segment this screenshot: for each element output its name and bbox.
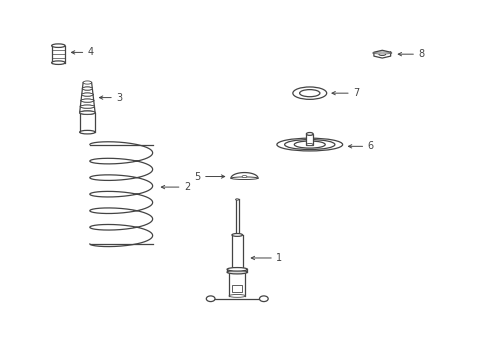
Ellipse shape — [242, 175, 246, 177]
Ellipse shape — [299, 90, 319, 97]
Bar — [306, 134, 312, 145]
Ellipse shape — [294, 141, 325, 148]
Ellipse shape — [378, 53, 385, 55]
Text: 1: 1 — [276, 253, 282, 263]
Ellipse shape — [306, 132, 312, 135]
Text: 8: 8 — [418, 49, 424, 59]
Text: 4: 4 — [88, 48, 94, 57]
Ellipse shape — [81, 93, 93, 96]
Ellipse shape — [230, 177, 258, 180]
Ellipse shape — [52, 61, 65, 64]
Ellipse shape — [206, 296, 215, 302]
Ellipse shape — [226, 267, 247, 271]
Ellipse shape — [276, 138, 342, 151]
Ellipse shape — [52, 44, 65, 48]
Ellipse shape — [306, 144, 312, 145]
Bar — [232, 284, 242, 292]
Ellipse shape — [235, 199, 239, 200]
Ellipse shape — [292, 87, 326, 99]
Ellipse shape — [80, 111, 95, 114]
Ellipse shape — [231, 234, 242, 237]
Ellipse shape — [259, 296, 267, 302]
Ellipse shape — [80, 130, 95, 134]
Text: 6: 6 — [367, 141, 373, 151]
Ellipse shape — [372, 52, 391, 54]
Ellipse shape — [81, 99, 94, 102]
Ellipse shape — [82, 87, 92, 90]
Ellipse shape — [81, 93, 93, 96]
Ellipse shape — [80, 111, 95, 114]
Text: 5: 5 — [194, 171, 200, 181]
Ellipse shape — [284, 140, 334, 149]
Ellipse shape — [82, 87, 92, 90]
Ellipse shape — [228, 294, 245, 297]
Ellipse shape — [81, 99, 94, 102]
Ellipse shape — [83, 81, 91, 84]
Text: 2: 2 — [183, 182, 190, 192]
Ellipse shape — [80, 105, 94, 108]
Text: 7: 7 — [352, 88, 359, 98]
Ellipse shape — [226, 270, 247, 274]
Ellipse shape — [80, 105, 94, 108]
Text: 3: 3 — [116, 93, 122, 103]
